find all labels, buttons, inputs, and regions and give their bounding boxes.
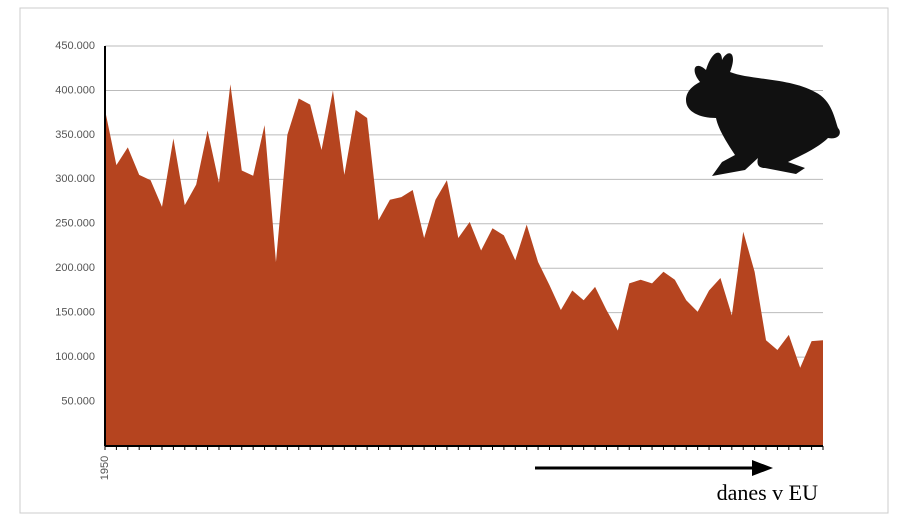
- y-tick-label: 250.000: [55, 218, 95, 230]
- y-tick-label: 400.000: [55, 84, 95, 96]
- y-tick-label: 150.000: [55, 307, 95, 319]
- annotation: danes v EU: [717, 480, 819, 505]
- x-tick-label: 1950: [99, 456, 111, 480]
- frame: [19, 7, 889, 514]
- area: [105, 84, 823, 446]
- y-tick-label: 200.000: [55, 262, 95, 274]
- y-tick-label: 50.000: [61, 395, 95, 407]
- plot: 1950: [99, 46, 824, 480]
- rabbit-icon: [686, 52, 840, 176]
- arrow-head: [752, 460, 773, 476]
- y-tick-label: 350.000: [55, 129, 95, 141]
- y-tick-label: 100.000: [55, 351, 95, 363]
- y-tick-label: 450.000: [55, 40, 95, 52]
- y-tick-label: 300.000: [55, 173, 95, 185]
